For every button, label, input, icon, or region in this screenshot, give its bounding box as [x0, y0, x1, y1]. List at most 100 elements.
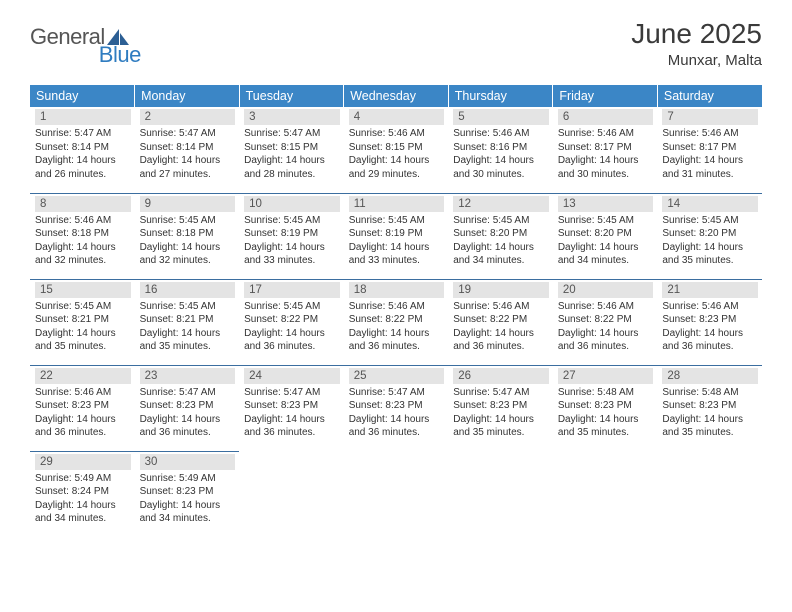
calendar-cell: 23 Sunrise: 5:47 AMSunset: 8:23 PMDayligh… — [135, 365, 240, 451]
day-number: 19 — [453, 282, 549, 298]
calendar-cell: 26 Sunrise: 5:47 AMSunset: 8:23 PMDayligh… — [448, 365, 553, 451]
month-title: June 2025 — [631, 18, 762, 50]
day-details: Sunrise: 5:46 AMSunset: 8:15 PMDaylight:… — [349, 127, 445, 181]
calendar-cell: 2 Sunrise: 5:47 AMSunset: 8:14 PMDaylight… — [135, 107, 240, 193]
day-details: Sunrise: 5:46 AMSunset: 8:23 PMDaylight:… — [662, 300, 758, 354]
calendar-grid: SundayMondayTuesdayWednesdayThursdayFrid… — [30, 85, 762, 537]
day-details: Sunrise: 5:45 AMSunset: 8:20 PMDaylight:… — [453, 214, 549, 268]
day-details: Sunrise: 5:47 AMSunset: 8:15 PMDaylight:… — [244, 127, 340, 181]
calendar-cell — [657, 451, 762, 537]
day-number: 27 — [558, 368, 654, 384]
day-number: 16 — [140, 282, 236, 298]
calendar-row: 1 Sunrise: 5:47 AMSunset: 8:14 PMDaylight… — [30, 107, 762, 193]
calendar-cell: 30Sunrise: 5:49 AMSunset: 8:23 PMDayligh… — [135, 451, 240, 537]
day-number: 7 — [662, 109, 758, 125]
calendar-cell: 11Sunrise: 5:45 AMSunset: 8:19 PMDayligh… — [344, 193, 449, 279]
calendar-cell: 24 Sunrise: 5:47 AMSunset: 8:23 PMDayligh… — [239, 365, 344, 451]
calendar-row: 22 Sunrise: 5:46 AMSunset: 8:23 PMDayligh… — [30, 365, 762, 451]
logo: General Blue — [30, 18, 173, 50]
weekday-header: Thursday — [448, 85, 553, 107]
calendar-cell: 16 Sunrise: 5:45 AMSunset: 8:21 PMDayligh… — [135, 279, 240, 365]
day-number: 12 — [453, 196, 549, 212]
day-number: 24 — [244, 368, 340, 384]
logo-text-blue: Blue — [99, 42, 141, 68]
calendar-cell: 10 Sunrise: 5:45 AMSunset: 8:19 PMDayligh… — [239, 193, 344, 279]
calendar-row: 8 Sunrise: 5:46 AMSunset: 8:18 PMDaylight… — [30, 193, 762, 279]
day-number: 6 — [558, 109, 654, 125]
calendar-cell — [553, 451, 658, 537]
weekday-header: Friday — [553, 85, 658, 107]
location: Munxar, Malta — [631, 52, 762, 69]
day-number: 18 — [349, 282, 445, 298]
calendar-cell: 4 Sunrise: 5:46 AMSunset: 8:15 PMDaylight… — [344, 107, 449, 193]
day-number: 22 — [35, 368, 131, 384]
day-details: Sunrise: 5:45 AMSunset: 8:20 PMDaylight:… — [662, 214, 758, 268]
day-details: Sunrise: 5:45 AMSunset: 8:19 PMDaylight:… — [244, 214, 340, 268]
day-details: Sunrise: 5:48 AMSunset: 8:23 PMDaylight:… — [558, 386, 654, 440]
day-details: Sunrise: 5:47 AMSunset: 8:14 PMDaylight:… — [140, 127, 236, 181]
calendar-cell: 7 Sunrise: 5:46 AMSunset: 8:17 PMDaylight… — [657, 107, 762, 193]
day-details: Sunrise: 5:46 AMSunset: 8:22 PMDaylight:… — [453, 300, 549, 354]
weekday-header-row: SundayMondayTuesdayWednesdayThursdayFrid… — [30, 85, 762, 107]
calendar-cell: 12 Sunrise: 5:45 AMSunset: 8:20 PMDayligh… — [448, 193, 553, 279]
calendar-cell: 5Sunrise: 5:46 AMSunset: 8:16 PMDaylight… — [448, 107, 553, 193]
calendar-cell — [239, 451, 344, 537]
day-details: Sunrise: 5:46 AMSunset: 8:23 PMDaylight:… — [35, 386, 131, 440]
day-number: 3 — [244, 109, 340, 125]
calendar-body: 1 Sunrise: 5:47 AMSunset: 8:14 PMDaylight… — [30, 107, 762, 537]
calendar-row: 15 Sunrise: 5:45 AMSunset: 8:21 PMDayligh… — [30, 279, 762, 365]
calendar-cell: 20 Sunrise: 5:46 AMSunset: 8:22 PMDayligh… — [553, 279, 658, 365]
day-number: 30 — [140, 454, 236, 470]
day-details: Sunrise: 5:45 AMSunset: 8:18 PMDaylight:… — [140, 214, 236, 268]
calendar-cell: 22 Sunrise: 5:46 AMSunset: 8:23 PMDayligh… — [30, 365, 135, 451]
calendar-cell: 28 Sunrise: 5:48 AMSunset: 8:23 PMDayligh… — [657, 365, 762, 451]
day-details: Sunrise: 5:48 AMSunset: 8:23 PMDaylight:… — [662, 386, 758, 440]
day-number: 9 — [140, 196, 236, 212]
logo-text-general: General — [30, 24, 105, 50]
day-number: 25 — [349, 368, 445, 384]
calendar-row: 29Sunrise: 5:49 AMSunset: 8:24 PMDayligh… — [30, 451, 762, 537]
title-block: June 2025 Munxar, Malta — [631, 18, 762, 69]
header: General Blue June 2025 Munxar, Malta — [30, 18, 762, 69]
day-details: Sunrise: 5:46 AMSunset: 8:17 PMDaylight:… — [662, 127, 758, 181]
day-number: 28 — [662, 368, 758, 384]
calendar-cell: 8 Sunrise: 5:46 AMSunset: 8:18 PMDaylight… — [30, 193, 135, 279]
calendar-cell: 3 Sunrise: 5:47 AMSunset: 8:15 PMDaylight… — [239, 107, 344, 193]
calendar-cell: 15Sunrise: 5:45 AMSunset: 8:21 PMDayligh… — [30, 279, 135, 365]
calendar-cell — [448, 451, 553, 537]
weekday-header: Wednesday — [344, 85, 449, 107]
calendar-cell — [344, 451, 449, 537]
calendar-cell: 27 Sunrise: 5:48 AMSunset: 8:23 PMDayligh… — [553, 365, 658, 451]
day-number: 10 — [244, 196, 340, 212]
day-number: 4 — [349, 109, 445, 125]
day-details: Sunrise: 5:46 AMSunset: 8:22 PMDaylight:… — [558, 300, 654, 354]
calendar-cell: 1Sunrise: 5:47 AMSunset: 8:14 PMDaylight… — [30, 107, 135, 193]
day-details: Sunrise: 5:45 AMSunset: 8:19 PMDaylight:… — [349, 214, 445, 268]
day-details: Sunrise: 5:45 AMSunset: 8:21 PMDaylight:… — [140, 300, 236, 354]
day-details: Sunrise: 5:46 AMSunset: 8:18 PMDaylight:… — [35, 214, 131, 268]
day-number: 21 — [662, 282, 758, 298]
day-details: Sunrise: 5:47 AMSunset: 8:23 PMDaylight:… — [140, 386, 236, 440]
calendar-cell: 29Sunrise: 5:49 AMSunset: 8:24 PMDayligh… — [30, 451, 135, 537]
day-number: 2 — [140, 109, 236, 125]
day-number: 1 — [35, 109, 131, 125]
day-details: Sunrise: 5:47 AMSunset: 8:23 PMDaylight:… — [244, 386, 340, 440]
day-number: 14 — [662, 196, 758, 212]
weekday-header: Monday — [135, 85, 240, 107]
day-number: 13 — [558, 196, 654, 212]
calendar-cell: 9 Sunrise: 5:45 AMSunset: 8:18 PMDaylight… — [135, 193, 240, 279]
day-number: 17 — [244, 282, 340, 298]
calendar-cell: 13 Sunrise: 5:45 AMSunset: 8:20 PMDayligh… — [553, 193, 658, 279]
day-number: 26 — [453, 368, 549, 384]
calendar-cell: 6Sunrise: 5:46 AMSunset: 8:17 PMDaylight… — [553, 107, 658, 193]
day-number: 23 — [140, 368, 236, 384]
day-number: 29 — [35, 454, 131, 470]
day-number: 8 — [35, 196, 131, 212]
day-details: Sunrise: 5:47 AMSunset: 8:23 PMDaylight:… — [453, 386, 549, 440]
day-details: Sunrise: 5:45 AMSunset: 8:20 PMDaylight:… — [558, 214, 654, 268]
day-number: 20 — [558, 282, 654, 298]
day-details: Sunrise: 5:45 AMSunset: 8:22 PMDaylight:… — [244, 300, 340, 354]
weekday-header: Tuesday — [239, 85, 344, 107]
day-number: 15 — [35, 282, 131, 298]
calendar-cell: 25Sunrise: 5:47 AMSunset: 8:23 PMDayligh… — [344, 365, 449, 451]
